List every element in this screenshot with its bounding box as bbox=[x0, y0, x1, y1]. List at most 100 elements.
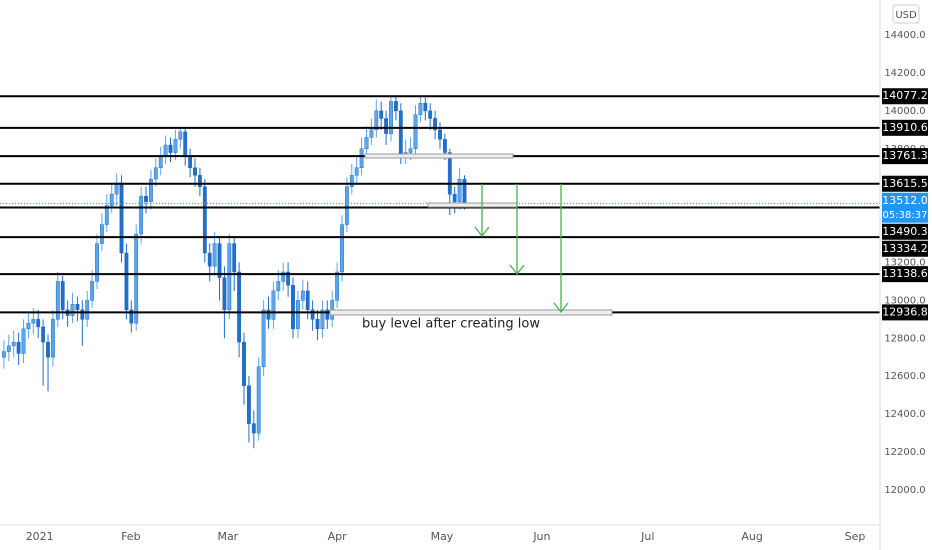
candle-body bbox=[109, 194, 114, 206]
candle-body bbox=[247, 385, 251, 424]
candle-body bbox=[438, 129, 442, 140]
x-tick-label: Apr bbox=[328, 530, 348, 543]
candle-body bbox=[119, 182, 124, 254]
level-label-box bbox=[882, 240, 928, 257]
candle-body bbox=[256, 366, 261, 434]
level-label-box bbox=[882, 266, 928, 283]
level-label: 13615.5 bbox=[882, 177, 928, 190]
candle-body bbox=[271, 290, 276, 320]
candle-body bbox=[188, 156, 193, 168]
candle-body bbox=[124, 252, 129, 311]
candle-body bbox=[251, 423, 256, 434]
candle-body bbox=[36, 319, 41, 328]
y-tick-label: 12600.0 bbox=[884, 371, 925, 382]
candle-body bbox=[398, 110, 403, 157]
y-tick-label: 12200.0 bbox=[884, 447, 925, 458]
candle-body bbox=[46, 341, 50, 358]
countdown: 05:38:37 bbox=[883, 210, 928, 221]
candle-body bbox=[222, 277, 227, 311]
candle-body bbox=[428, 110, 433, 119]
candle-body bbox=[389, 101, 393, 134]
candle-body bbox=[462, 178, 467, 204]
zone-box bbox=[364, 153, 514, 159]
candle-body bbox=[6, 345, 11, 352]
candle-body bbox=[237, 271, 242, 343]
level-label: 14077.2 bbox=[882, 89, 928, 102]
level-label: 13761.3 bbox=[882, 149, 928, 162]
candle-body bbox=[296, 300, 300, 330]
candle-body bbox=[349, 175, 354, 187]
x-tick-label: Feb bbox=[121, 530, 140, 543]
candle-body bbox=[266, 309, 271, 320]
x-tick-label: Sep bbox=[845, 530, 866, 543]
arrow-head bbox=[509, 264, 525, 276]
candle-body bbox=[149, 178, 153, 203]
x-tick-label: 2021 bbox=[26, 530, 54, 543]
candle-body bbox=[300, 290, 305, 301]
candle-body bbox=[447, 152, 452, 195]
arrows bbox=[474, 184, 569, 314]
candle-body bbox=[100, 224, 104, 244]
candle-body bbox=[158, 156, 163, 168]
level-label: 12936.8 bbox=[882, 305, 928, 318]
candle-body bbox=[374, 110, 379, 131]
plot-area bbox=[0, 95, 880, 449]
candle-body bbox=[202, 186, 207, 254]
zone-box bbox=[427, 202, 518, 208]
level-label: 13138.6 bbox=[882, 267, 928, 280]
level-label-box bbox=[882, 175, 928, 192]
candle-body bbox=[325, 309, 330, 320]
x-tick-label: Jun bbox=[532, 530, 550, 543]
candle-body bbox=[163, 144, 168, 157]
candle-body bbox=[129, 309, 134, 324]
candle-body bbox=[134, 233, 139, 324]
candle-body bbox=[305, 290, 310, 311]
last-price-box bbox=[882, 192, 928, 223]
x-tick-label: May bbox=[431, 530, 454, 543]
candle-body bbox=[345, 186, 349, 225]
y-tick-label: 12800.0 bbox=[884, 333, 925, 344]
candle-body bbox=[408, 148, 413, 153]
candle-body bbox=[2, 351, 6, 358]
candle-body bbox=[217, 243, 222, 278]
level-label-box bbox=[882, 223, 928, 240]
candle-body bbox=[183, 131, 188, 157]
y-tick-label: 14000.0 bbox=[884, 106, 925, 117]
candle-body bbox=[31, 319, 36, 324]
candle-body bbox=[433, 118, 438, 131]
level-label-box bbox=[882, 148, 928, 165]
level-label-box bbox=[882, 119, 928, 136]
candle-body bbox=[457, 178, 462, 203]
candle-body bbox=[21, 328, 26, 354]
candle-body bbox=[384, 118, 389, 134]
candle-body bbox=[212, 243, 217, 267]
candle-body bbox=[85, 300, 90, 320]
candle-body bbox=[442, 139, 447, 153]
candle-body bbox=[70, 303, 75, 316]
candle-body bbox=[369, 129, 374, 138]
level-label: 13910.6 bbox=[882, 121, 928, 134]
candle-body bbox=[379, 110, 384, 119]
arrow-head bbox=[474, 226, 490, 238]
candle-body bbox=[291, 285, 295, 330]
zone-box bbox=[329, 309, 613, 316]
y-tick-label: 14200.0 bbox=[884, 68, 925, 79]
candle-body bbox=[55, 281, 60, 320]
currency: USD bbox=[895, 10, 917, 21]
candle-body bbox=[359, 148, 364, 168]
x-tick-label: Mar bbox=[217, 530, 238, 543]
candle-body bbox=[315, 319, 320, 330]
candle-body bbox=[242, 341, 246, 386]
candle-body bbox=[80, 309, 85, 320]
candle-body bbox=[423, 103, 428, 112]
candle-body bbox=[11, 341, 16, 347]
candle-body bbox=[354, 167, 359, 176]
candle-body bbox=[104, 205, 109, 225]
candle-body bbox=[198, 175, 202, 187]
candle-body bbox=[144, 195, 148, 203]
last-price-label: 13512.0 bbox=[882, 194, 928, 207]
candle-body bbox=[168, 144, 173, 153]
candle-body bbox=[51, 319, 55, 358]
